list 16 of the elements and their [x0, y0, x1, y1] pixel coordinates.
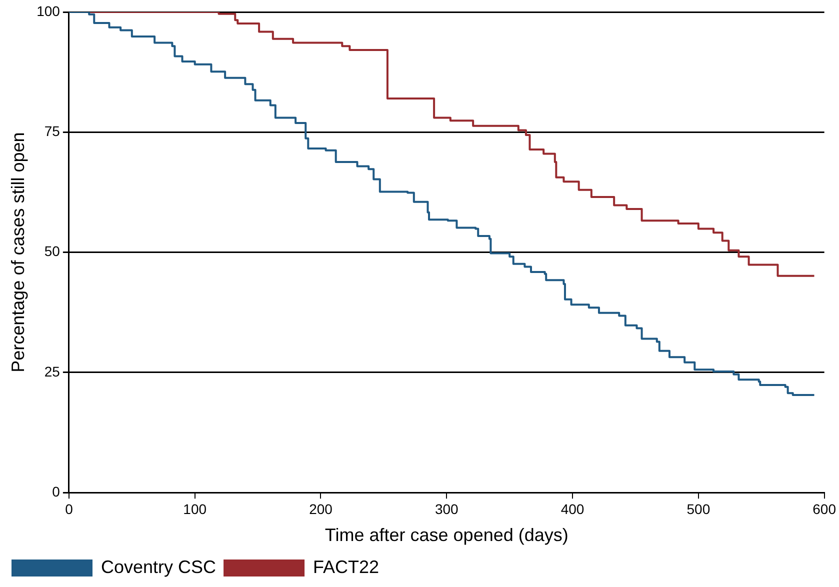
- legend-label: Coventry CSC: [101, 556, 216, 577]
- y-tick-label: 50: [44, 243, 60, 260]
- y-tick-label: 100: [36, 2, 60, 19]
- y-tick-label: 25: [44, 363, 60, 380]
- y-tick-label: 0: [52, 483, 60, 500]
- x-tick-label: 600: [812, 500, 836, 517]
- x-tick-label: 500: [686, 500, 710, 517]
- x-tick-label: 0: [65, 500, 74, 517]
- x-tick-label: 400: [560, 500, 584, 517]
- y-tick-label: 75: [44, 123, 60, 140]
- x-tick-label: 100: [183, 500, 207, 517]
- x-tick-label: 200: [309, 500, 333, 517]
- legend-label: FACT22: [313, 556, 380, 577]
- y-axis-title: Percentage of cases still open: [8, 132, 28, 372]
- x-tick-label: 300: [434, 500, 459, 517]
- x-axis-title: Time after case opened (days): [324, 525, 568, 546]
